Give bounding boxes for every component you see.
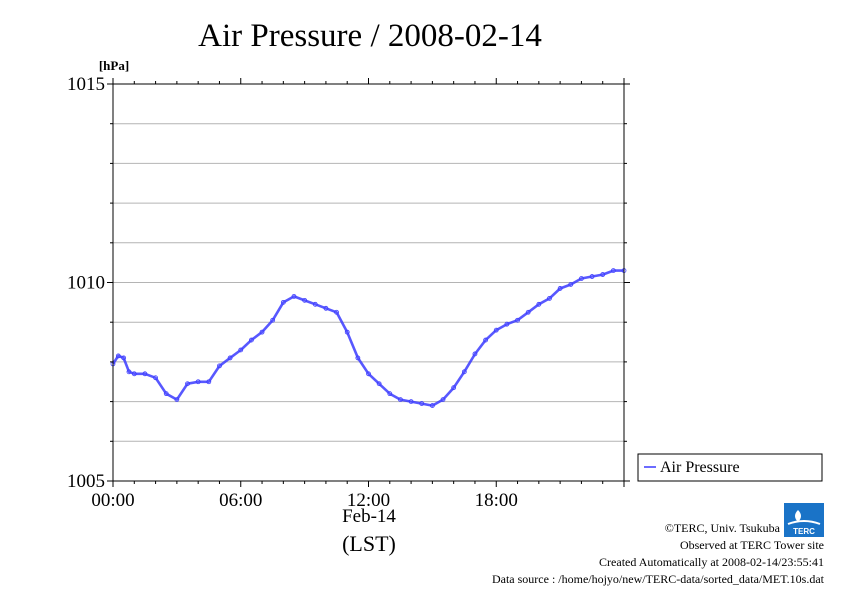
data-point (525, 309, 531, 315)
legend-box (637, 453, 823, 482)
data-point (515, 317, 520, 323)
data-point (153, 375, 158, 381)
data-point (131, 371, 137, 377)
data-point (302, 297, 308, 303)
data-point (334, 309, 339, 315)
x-tick-label: 18:00 (475, 490, 518, 511)
data-point (493, 327, 499, 333)
data-point (206, 379, 212, 385)
data-point (126, 369, 132, 375)
credit-copyright: ©TERC, Univ. Tsukuba (665, 521, 781, 535)
data-point (536, 301, 542, 307)
chart-title: Air Pressure / 2008-02-14 (198, 18, 542, 54)
data-point (280, 299, 286, 305)
legend-label: Air Pressure (660, 459, 740, 476)
data-point (238, 347, 244, 353)
y-axis-label: [hPa] (99, 58, 129, 73)
terc-logo: TERC (784, 503, 824, 537)
axis-ticks: 1005 1010 1015 00:00 06:00 12:00 18:00 (67, 74, 630, 511)
data-point (195, 379, 201, 385)
data-point (483, 337, 489, 343)
data-point (185, 381, 190, 387)
data-point (291, 293, 297, 299)
x-date-label: Feb-14 (342, 506, 396, 527)
data-point (408, 399, 414, 405)
logo-wave-icon (787, 520, 821, 525)
data-point (312, 301, 318, 307)
data-point (248, 337, 254, 343)
x-tick-label: 06:00 (219, 490, 262, 511)
x-tick-label: 00:00 (91, 490, 134, 511)
series-line (111, 269, 624, 407)
x-axis-label: (LST) (342, 531, 396, 556)
data-point (115, 353, 121, 359)
data-point (217, 363, 222, 369)
data-point (142, 371, 148, 377)
data-point (451, 385, 457, 391)
data-point (547, 295, 552, 301)
gridlines (113, 123, 624, 442)
logo-drop-icon (795, 510, 801, 522)
x-tick-label: 12:00 (347, 490, 390, 511)
credit-source: Data source : /home/hojyo/new/TERC-data/… (492, 572, 825, 586)
data-point (121, 355, 127, 361)
data-point (557, 286, 563, 291)
data-point (366, 371, 371, 377)
data-point (504, 321, 510, 327)
data-point (610, 268, 616, 273)
data-point (472, 351, 478, 357)
data-point (440, 397, 446, 403)
y-tick-label: 1005 (67, 471, 105, 492)
data-point (174, 397, 180, 403)
y-tick-label: 1010 (67, 273, 105, 294)
data-point (387, 391, 393, 397)
data-point (579, 276, 584, 281)
data-point (323, 305, 329, 311)
data-point (163, 391, 169, 397)
data-point (270, 317, 276, 323)
logo-text: TERC (793, 527, 815, 536)
data-point (376, 381, 382, 387)
data-point (568, 282, 574, 287)
data-point (398, 397, 403, 403)
data-point (259, 329, 265, 335)
legend: Air Pressure (637, 453, 823, 482)
data-point (600, 272, 606, 277)
y-tick-label: 1015 (67, 74, 105, 95)
data-point (461, 369, 467, 375)
credit-created: Created Automatically at 2008-02-14/23:5… (599, 555, 824, 569)
data-point (355, 355, 361, 361)
data-point (429, 403, 435, 408)
data-point (227, 355, 233, 361)
data-point (589, 274, 595, 279)
data-point (344, 329, 350, 335)
series-air-pressure (110, 268, 627, 408)
credit-site: Observed at TERC Tower site (680, 538, 824, 552)
data-point (419, 401, 425, 406)
